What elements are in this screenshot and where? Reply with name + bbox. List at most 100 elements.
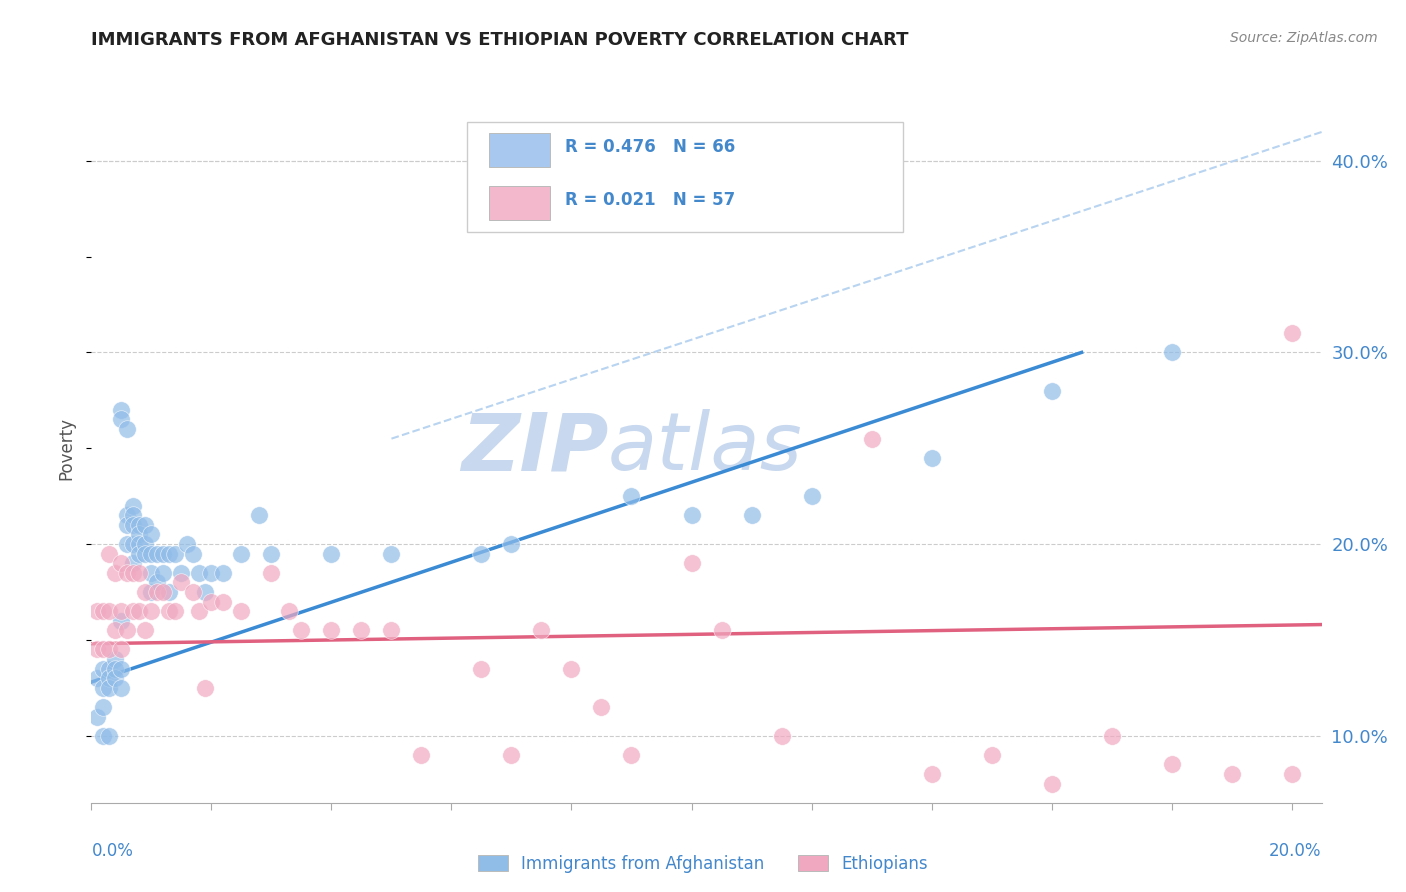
Point <box>110 614 132 628</box>
Point <box>620 747 643 762</box>
Point <box>188 604 211 618</box>
Point <box>110 556 132 570</box>
Point <box>1040 384 1063 398</box>
Text: R = 0.021   N = 57: R = 0.021 N = 57 <box>565 191 735 209</box>
Point <box>134 537 156 551</box>
Point <box>290 624 312 638</box>
Point <box>350 624 373 638</box>
Point <box>681 556 703 570</box>
Point <box>411 747 433 762</box>
Point <box>501 747 523 762</box>
Point <box>104 624 127 638</box>
Point <box>128 547 150 561</box>
Point <box>157 547 180 561</box>
Bar <box>489 186 550 220</box>
Text: R = 0.476   N = 66: R = 0.476 N = 66 <box>565 138 735 156</box>
Point <box>110 403 132 417</box>
Point <box>122 499 145 513</box>
Point <box>128 604 150 618</box>
Point <box>157 604 180 618</box>
Point <box>530 624 553 638</box>
Text: Source: ZipAtlas.com: Source: ZipAtlas.com <box>1230 31 1378 45</box>
Point <box>681 508 703 523</box>
Point <box>1281 326 1303 341</box>
Point <box>1040 777 1063 791</box>
Point <box>183 585 205 599</box>
Point <box>152 547 174 561</box>
Point <box>200 566 222 580</box>
Point <box>1101 729 1123 743</box>
Point <box>231 547 253 561</box>
Point <box>321 624 343 638</box>
Text: IMMIGRANTS FROM AFGHANISTAN VS ETHIOPIAN POVERTY CORRELATION CHART: IMMIGRANTS FROM AFGHANISTAN VS ETHIOPIAN… <box>91 31 908 49</box>
Point <box>980 747 1002 762</box>
Text: ZIP: ZIP <box>461 409 607 487</box>
Point <box>98 642 121 657</box>
Point <box>122 556 145 570</box>
Point <box>165 547 187 561</box>
Point <box>117 422 139 436</box>
Y-axis label: Poverty: Poverty <box>58 417 76 480</box>
Point <box>98 729 121 743</box>
Point <box>921 767 943 781</box>
Point <box>710 624 733 638</box>
Bar <box>489 133 550 167</box>
Point <box>1160 757 1182 772</box>
Point <box>141 604 163 618</box>
Point <box>176 537 198 551</box>
Point <box>141 527 163 541</box>
Point <box>560 662 582 676</box>
Point <box>141 547 163 561</box>
Point <box>134 624 156 638</box>
Point <box>128 517 150 532</box>
Point <box>134 547 156 561</box>
Point <box>110 681 132 695</box>
Point <box>141 566 163 580</box>
Point <box>93 700 115 714</box>
Point <box>146 585 169 599</box>
Point <box>134 585 156 599</box>
Point <box>770 729 793 743</box>
Point <box>128 537 150 551</box>
Point <box>620 489 643 503</box>
Text: atlas: atlas <box>607 409 803 487</box>
Point <box>921 450 943 465</box>
Point <box>128 527 150 541</box>
Point <box>249 508 271 523</box>
Point <box>200 594 222 608</box>
Point <box>800 489 823 503</box>
Point <box>104 566 127 580</box>
Point <box>93 604 115 618</box>
Point <box>380 624 402 638</box>
Point <box>128 566 150 580</box>
Point <box>470 662 492 676</box>
Point <box>1220 767 1243 781</box>
Point <box>260 547 283 561</box>
Point <box>117 624 139 638</box>
Point <box>501 537 523 551</box>
Point <box>98 681 121 695</box>
Point <box>117 517 139 532</box>
Point <box>98 662 121 676</box>
Point <box>591 700 613 714</box>
Point <box>98 671 121 685</box>
Text: 20.0%: 20.0% <box>1270 842 1322 860</box>
Point <box>212 594 235 608</box>
Point <box>194 585 217 599</box>
Point <box>110 642 132 657</box>
Point <box>104 662 127 676</box>
Point <box>146 547 169 561</box>
Point <box>117 508 139 523</box>
Point <box>93 681 115 695</box>
Point <box>157 585 180 599</box>
Point <box>141 585 163 599</box>
Point <box>278 604 301 618</box>
Point <box>170 566 193 580</box>
Point <box>122 508 145 523</box>
Point <box>110 604 132 618</box>
Point <box>98 547 121 561</box>
Legend: Immigrants from Afghanistan, Ethiopians: Immigrants from Afghanistan, Ethiopians <box>471 848 935 880</box>
Point <box>86 604 108 618</box>
Point <box>86 642 108 657</box>
Point <box>134 517 156 532</box>
